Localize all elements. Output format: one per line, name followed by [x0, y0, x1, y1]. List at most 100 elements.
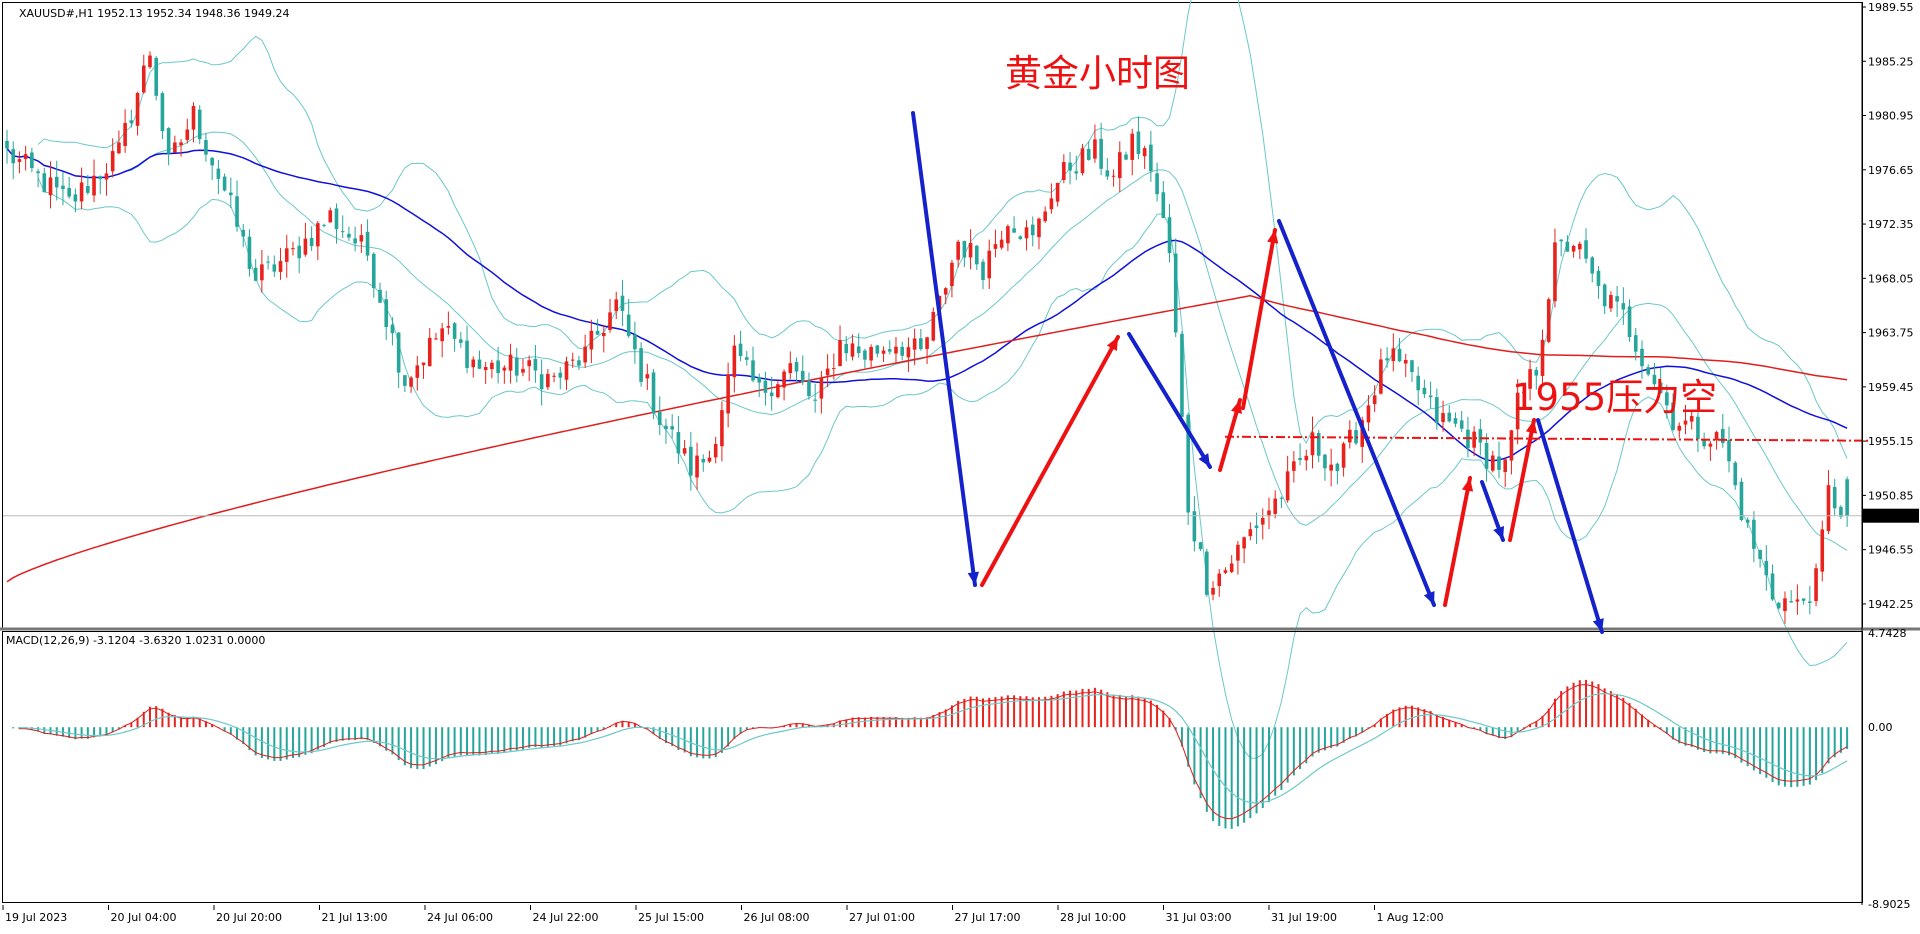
candle-body — [135, 93, 140, 126]
candle-body — [1379, 359, 1383, 394]
candle-body — [527, 360, 531, 367]
candle-body — [1273, 498, 1277, 514]
candle-body — [707, 457, 712, 462]
candle-body — [1702, 439, 1706, 447]
candle-body — [1497, 456, 1501, 470]
candle-body — [48, 177, 53, 196]
x-tick-label: 21 Jul 13:00 — [322, 911, 388, 924]
candle-body — [1602, 284, 1607, 307]
candle-body — [229, 192, 233, 196]
y-tick-label: 1942.25 — [1868, 598, 1914, 611]
candle-body — [1814, 568, 1818, 601]
candle-body — [1459, 420, 1464, 429]
candle-body — [1391, 348, 1396, 362]
candle-body — [856, 346, 861, 354]
arrow-red-1-head — [1106, 337, 1118, 351]
candle-body — [471, 359, 476, 368]
candle-body — [427, 337, 432, 367]
candle-body — [328, 210, 333, 223]
candle-body — [1285, 471, 1290, 501]
candle-body — [900, 346, 904, 356]
candle-body — [1099, 138, 1103, 169]
candle-body — [1714, 432, 1719, 441]
current-price-box — [1863, 508, 1919, 523]
candle-body — [863, 350, 867, 360]
candle-body — [968, 242, 973, 258]
candle-body — [98, 176, 103, 180]
candle-body — [1298, 458, 1302, 461]
y-tick-label: 1968.05 — [1868, 272, 1914, 285]
arrow-blue-5-head — [1592, 618, 1604, 632]
candle-body — [316, 223, 320, 247]
candle-body — [533, 358, 538, 371]
candle-body — [129, 120, 134, 124]
macd-header: MACD(12,26,9) -3.1204 -3.6320 1.0231 0.0… — [6, 634, 265, 647]
candle-body — [1186, 414, 1190, 513]
candle-body — [577, 360, 581, 366]
candle-body — [1509, 430, 1514, 461]
candle-body — [1441, 413, 1445, 423]
arrow-blue-2-head — [1198, 453, 1210, 467]
candle-body — [5, 140, 9, 149]
candle-body — [297, 245, 301, 259]
candle-body — [272, 264, 277, 272]
candle-body — [1839, 506, 1843, 517]
candle-body — [875, 345, 880, 354]
macd-main-line — [19, 684, 1848, 820]
macd-pane[interactable] — [2, 631, 1863, 903]
candle-body — [832, 368, 836, 370]
price-pane[interactable] — [2, 0, 1869, 759]
candle-body — [1776, 602, 1781, 609]
candle-body — [446, 326, 451, 328]
candle-body — [670, 426, 674, 430]
candle-body — [1739, 481, 1744, 520]
candle-body — [1808, 601, 1812, 603]
candle-body — [1037, 218, 1041, 238]
arrow-blue-3 — [1277, 219, 1436, 607]
candle-body — [340, 231, 345, 233]
annotations — [911, 111, 1604, 634]
candle-body — [79, 182, 84, 202]
candle-body — [1018, 236, 1023, 239]
candle-body — [1627, 306, 1632, 338]
candle-body — [819, 377, 824, 399]
candle-body — [794, 362, 799, 372]
x-tick-label: 20 Jul 04:00 — [111, 911, 177, 924]
candle-body — [502, 367, 507, 371]
candle-body — [260, 264, 264, 281]
candle-body — [1590, 257, 1595, 274]
x-tick-label: 28 Jul 10:00 — [1060, 911, 1126, 924]
candle-body — [1584, 240, 1588, 259]
candle-body — [1049, 198, 1054, 210]
candle-body — [744, 357, 749, 360]
x-tick-label: 1 Aug 12:00 — [1377, 911, 1444, 924]
candle-body — [912, 338, 917, 350]
candle-body — [1217, 573, 1222, 587]
candle-body — [1609, 295, 1613, 309]
candle-body — [204, 140, 208, 155]
candle-body — [738, 343, 743, 356]
candle-body — [390, 324, 395, 334]
candle-body — [508, 354, 513, 371]
candle-body — [1758, 549, 1762, 560]
candle-body — [1571, 246, 1576, 252]
candle-body — [384, 299, 389, 328]
candle-body — [1192, 511, 1197, 542]
candle-body — [564, 361, 569, 380]
candle-body — [173, 142, 177, 153]
candle-body — [1397, 348, 1402, 362]
candle-body — [881, 350, 886, 354]
arrow-red-3 — [1241, 228, 1277, 410]
candle-body — [1845, 479, 1849, 516]
candle-body — [1795, 599, 1800, 602]
candle-body — [1223, 570, 1228, 573]
candle-body — [1173, 253, 1178, 333]
candle-body — [1677, 425, 1682, 431]
candle-body — [1316, 432, 1321, 456]
candle-body — [1546, 299, 1551, 342]
candle-body — [1484, 442, 1489, 469]
candle-body — [222, 176, 227, 191]
candle-body — [197, 109, 202, 140]
bollinger-lower — [37, 177, 1848, 759]
